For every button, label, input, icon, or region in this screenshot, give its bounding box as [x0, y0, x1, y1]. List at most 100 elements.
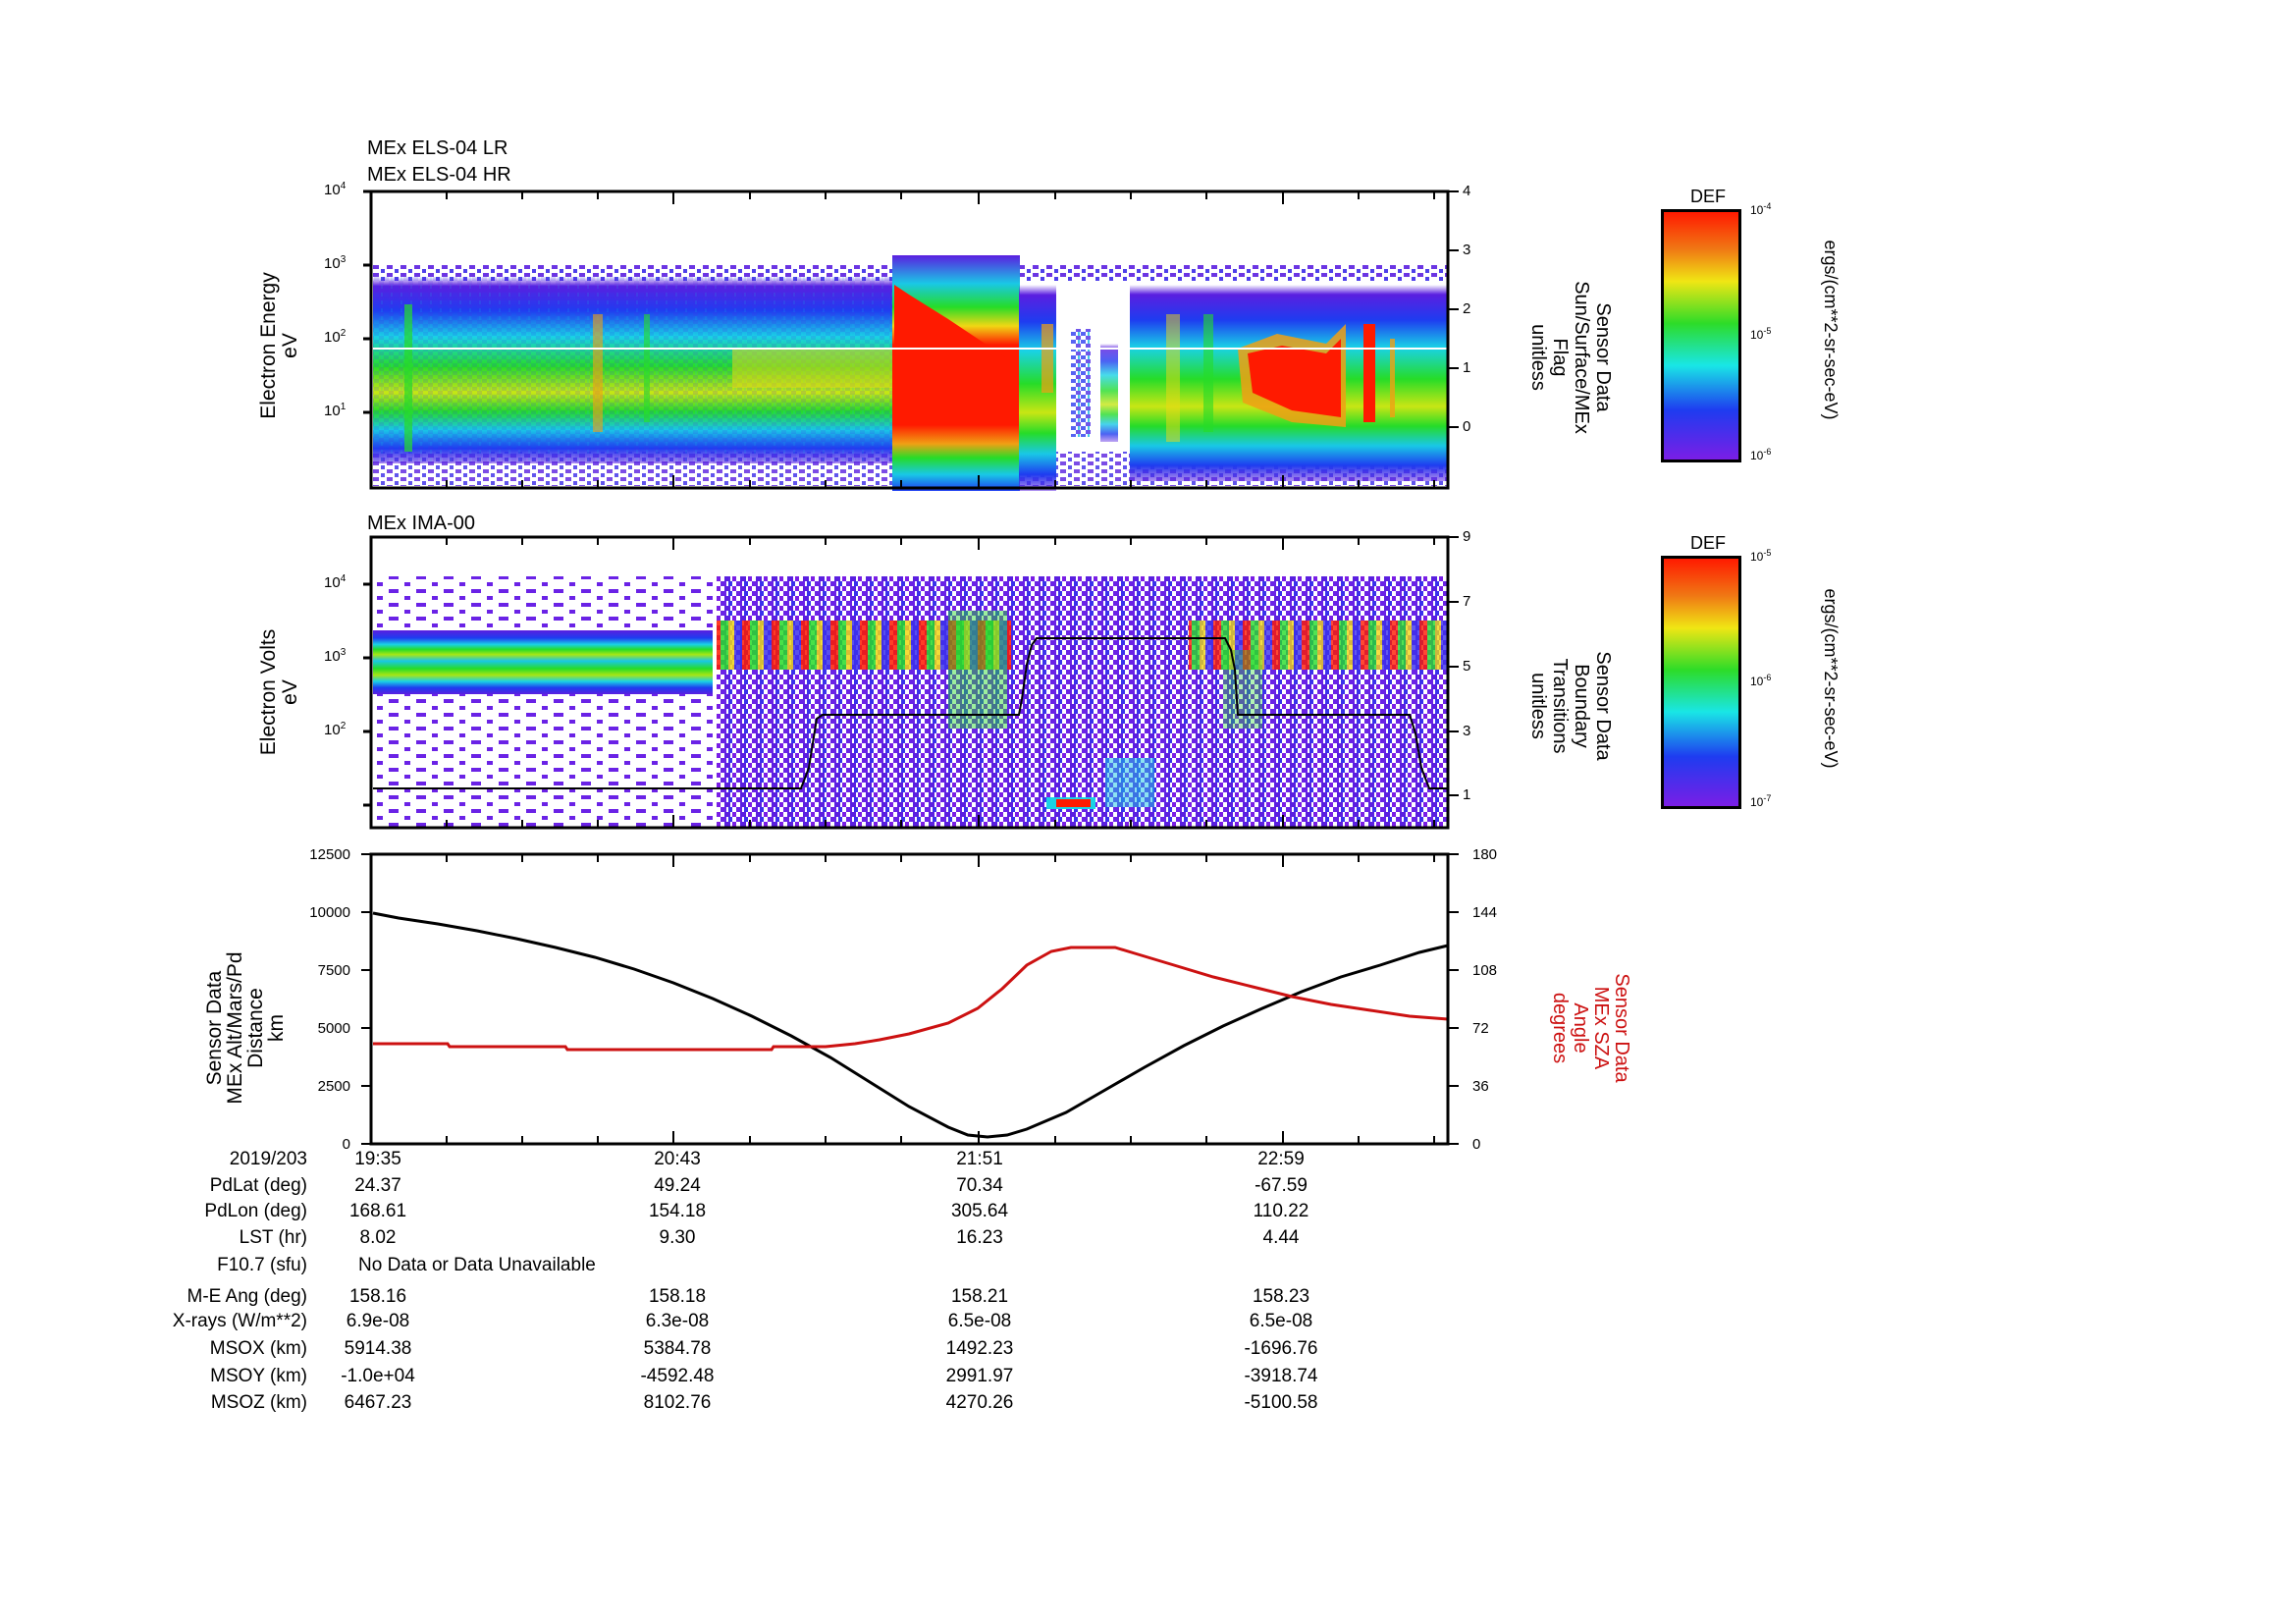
top-panel-els-spectrogram	[359, 187, 1468, 496]
eph-cell: 158.16	[348, 1286, 407, 1307]
eph-cell: 8102.76	[643, 1392, 712, 1413]
eph-cell: 158.23	[1252, 1286, 1310, 1307]
middle-ytick-1e2: 102	[324, 721, 347, 738]
eph-cell: 5384.78	[643, 1338, 712, 1359]
bottom-y2label-line4: degrees	[1549, 992, 1571, 1064]
top-panel-title-hr: MEx ELS-04 HR	[367, 164, 511, 186]
top-y2tick-2: 2	[1463, 300, 1471, 317]
top-ylabel-line2: eV	[279, 333, 301, 358]
colorbar2-gradient	[1661, 556, 1741, 809]
eph-cell: 49.24	[654, 1175, 701, 1196]
bottom-ytick-10000: 10000	[309, 904, 350, 921]
middle-panel-ima-spectrogram	[359, 532, 1468, 837]
top-y2tick-3: 3	[1463, 242, 1471, 258]
middle-panel-ylabel: Electron Volts eV	[257, 579, 301, 805]
eph-cell: 158.18	[648, 1286, 707, 1307]
altitude-line	[372, 911, 1449, 1139]
eph-row-label: F10.7 (sfu)	[217, 1255, 307, 1275]
bottom-y2label-line2: MEx SZA	[1590, 986, 1612, 1070]
eph-cell: 6.9e-08	[346, 1311, 410, 1331]
middle-ytick-1e4: 104	[324, 573, 347, 591]
colorbar2-mid: 10-6	[1750, 673, 1772, 688]
bottom-ytick-5000: 5000	[317, 1020, 350, 1037]
eph-row-label: MSOY (km)	[210, 1366, 307, 1386]
colorbar1-gradient	[1661, 209, 1741, 462]
bottom-y2tick-144: 144	[1472, 904, 1498, 921]
eph-cell: 8.02	[359, 1227, 397, 1248]
middle-y2label-line1: Sensor Data	[1592, 651, 1614, 761]
middle-panel-y2label: Sensor Data Boundary Transitions unitles…	[1527, 588, 1614, 824]
middle-y2label-line3: Transitions	[1549, 658, 1571, 754]
bottom-ytick-7500: 7500	[317, 962, 350, 979]
eph-row-label: PdLon (deg)	[204, 1201, 307, 1221]
eph-cell: 9.30	[659, 1227, 696, 1248]
top-y2label-line4: unitless	[1527, 324, 1549, 391]
colorbar1-title: DEF	[1690, 187, 1726, 206]
eph-cell: -4592.48	[640, 1366, 715, 1386]
eph-row-label: MSOX (km)	[209, 1338, 307, 1359]
top-panel-ylabel: Electron Energy eV	[257, 233, 301, 459]
eph-date-label: 2019/203	[229, 1149, 307, 1169]
middle-y2label-line4: unitless	[1527, 673, 1549, 739]
bottom-ytick-0: 0	[342, 1136, 350, 1153]
eph-f107-note: No Data or Data Unavailable	[358, 1255, 596, 1275]
top-ylabel-line1: Electron Energy	[257, 272, 280, 419]
middle-y2tick-1: 1	[1463, 786, 1471, 803]
colorbar2-title: DEF	[1690, 533, 1726, 553]
top-y2label-line1: Sensor Data	[1592, 302, 1614, 412]
middle-y2tick-5: 5	[1463, 658, 1471, 675]
eph-cell: 110.22	[1253, 1201, 1309, 1221]
top-ytick-1e3: 103	[324, 254, 347, 272]
bottom-ytick-2500: 2500	[317, 1078, 350, 1095]
middle-y2tick-7: 7	[1463, 593, 1471, 610]
middle-y2label-line2: Boundary	[1571, 664, 1592, 748]
bottom-y2label-line3: Angle	[1570, 1002, 1591, 1054]
eph-cell: 6.5e-08	[1249, 1311, 1313, 1331]
bottom-panel-line-plot	[359, 849, 1468, 1154]
eph-cell: 70.34	[956, 1175, 1003, 1196]
eph-cell: 5914.38	[344, 1338, 412, 1359]
colorbar1-label: ergs/(cm**2-sr-sec-eV)	[1821, 240, 1841, 420]
eph-cell: 16.23	[956, 1227, 1003, 1248]
bottom-ylabel-line3: Distance	[244, 988, 267, 1068]
middle-ylabel-line2: eV	[279, 679, 301, 705]
eph-cell: 6.3e-08	[645, 1311, 710, 1331]
bottom-y2tick-72: 72	[1472, 1020, 1489, 1037]
eph-row-label: LST (hr)	[239, 1227, 307, 1248]
top-panel-title-lr: MEx ELS-04 LR	[367, 137, 508, 159]
els-spectrogram-plot	[363, 189, 1459, 491]
bottom-ylabel-line4: km	[265, 1014, 288, 1042]
middle-panel-title: MEx IMA-00	[367, 513, 476, 534]
middle-y2tick-3: 3	[1463, 723, 1471, 739]
colorbar1-min: 10-6	[1750, 447, 1772, 462]
eph-cell: -1.0e+04	[341, 1366, 415, 1386]
top-ytick-1e4: 104	[324, 181, 347, 198]
eph-cell: 1492.23	[945, 1338, 1014, 1359]
colorbar2-max: 10-5	[1750, 548, 1772, 564]
eph-cell: 2991.97	[945, 1366, 1014, 1386]
eph-row-label: PdLat (deg)	[209, 1175, 307, 1196]
eph-cell: 4270.26	[945, 1392, 1014, 1413]
eph-cell: 158.21	[950, 1286, 1009, 1307]
eph-cell: 305.64	[950, 1201, 1009, 1221]
bottom-y2label-line1: Sensor Data	[1611, 973, 1632, 1083]
top-y2tick-4: 4	[1463, 183, 1471, 199]
top-y2tick-1: 1	[1463, 359, 1471, 376]
sza-line	[373, 946, 1449, 1052]
eph-cell: 4.44	[1262, 1227, 1300, 1248]
bottom-y2tick-180: 180	[1472, 846, 1498, 863]
eph-cell: 24.37	[354, 1175, 401, 1196]
eph-time-2: 21:51	[956, 1149, 1003, 1169]
eph-cell: 6467.23	[344, 1392, 412, 1413]
top-y2tick-0: 0	[1463, 418, 1471, 435]
eph-row-label: X-rays (W/m**2)	[172, 1311, 307, 1331]
bottom-y2tick-108: 108	[1472, 962, 1498, 979]
top-ytick-1e1: 101	[324, 402, 347, 419]
bottom-ylabel-line1: Sensor Data	[203, 970, 226, 1086]
top-y2label-line3: Flag	[1549, 338, 1571, 377]
eph-cell: -5100.58	[1244, 1392, 1318, 1413]
eph-row-label: MSOZ (km)	[210, 1392, 307, 1413]
bottom-panel-y2label: Sensor Data MEx SZA Angle degrees	[1549, 910, 1632, 1146]
ima-spectrogram-plot	[363, 535, 1459, 830]
colorbar2-min: 10-7	[1750, 793, 1772, 809]
